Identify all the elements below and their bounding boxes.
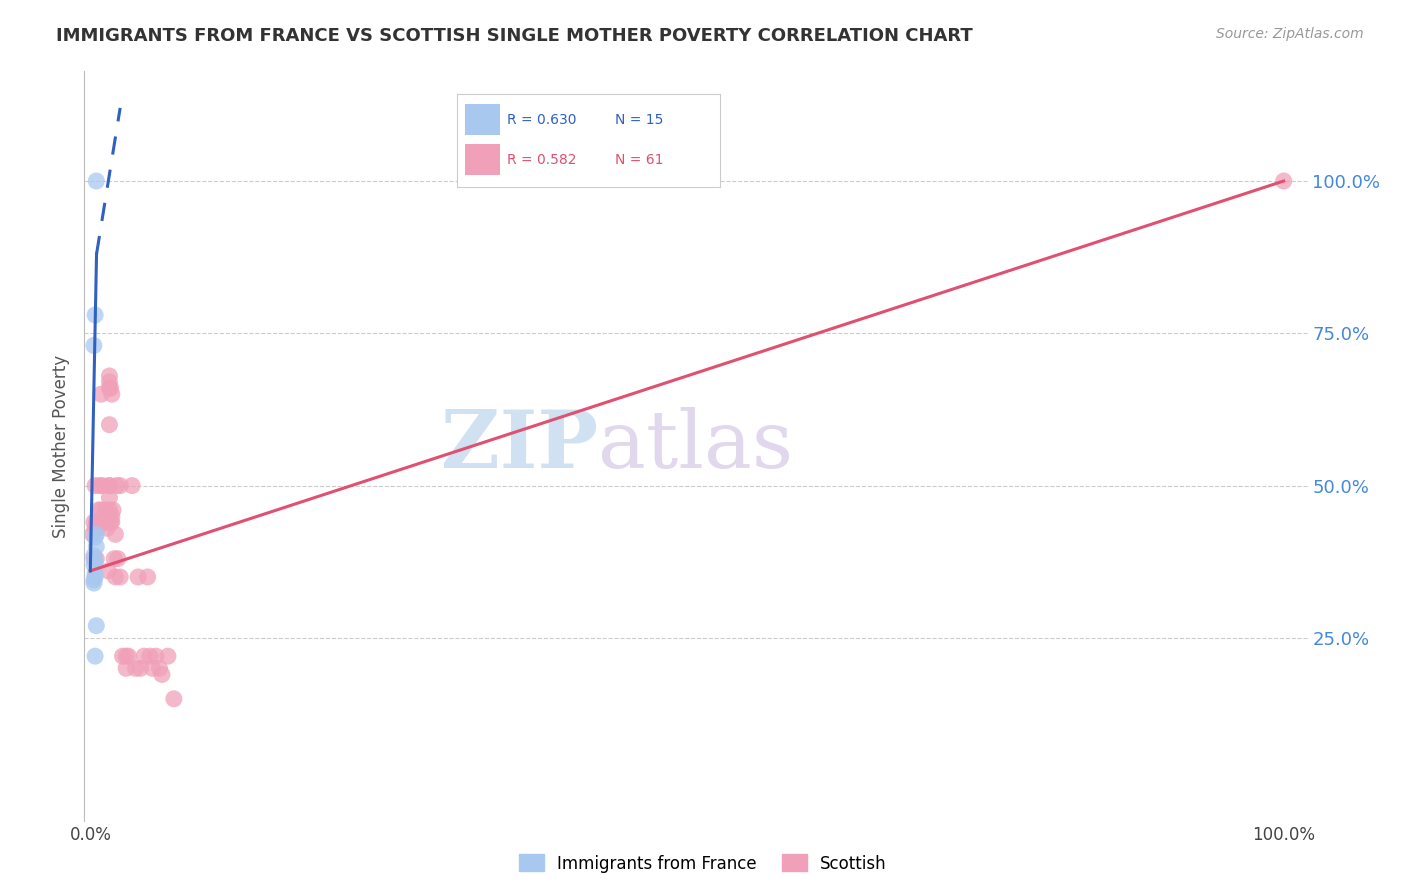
Legend: Immigrants from France, Scottish: Immigrants from France, Scottish xyxy=(512,847,894,880)
Point xyxy=(136,570,159,584)
Point xyxy=(98,417,121,432)
Point xyxy=(83,558,105,572)
Point xyxy=(83,573,105,587)
Point xyxy=(98,381,121,395)
Point xyxy=(84,308,107,322)
Point xyxy=(83,549,105,563)
Point xyxy=(98,503,121,517)
Point xyxy=(84,570,107,584)
Point xyxy=(83,515,105,529)
Point xyxy=(84,551,107,566)
Point xyxy=(93,515,115,529)
Point xyxy=(84,649,107,664)
Point xyxy=(100,515,122,529)
Point xyxy=(145,649,167,664)
Point xyxy=(84,521,107,535)
Y-axis label: Single Mother Poverty: Single Mother Poverty xyxy=(52,354,70,538)
Point xyxy=(98,478,121,492)
Point xyxy=(83,338,105,352)
Point xyxy=(104,570,127,584)
Point xyxy=(163,691,186,706)
Point xyxy=(94,503,117,517)
Point xyxy=(98,491,121,505)
Point xyxy=(101,509,124,524)
Point xyxy=(148,661,170,675)
Point xyxy=(84,566,107,581)
Point xyxy=(84,527,107,541)
Point xyxy=(127,570,149,584)
Point xyxy=(84,478,107,492)
Point xyxy=(84,540,107,554)
Point xyxy=(101,515,124,529)
Point xyxy=(91,478,114,492)
Point xyxy=(97,564,120,578)
Point xyxy=(84,618,107,632)
Point xyxy=(124,661,146,675)
Point xyxy=(101,503,124,517)
Text: IMMIGRANTS FROM FRANCE VS SCOTTISH SINGLE MOTHER POVERTY CORRELATION CHART: IMMIGRANTS FROM FRANCE VS SCOTTISH SINGL… xyxy=(56,27,973,45)
Point xyxy=(1272,174,1295,188)
Point xyxy=(108,478,131,492)
Point xyxy=(107,551,129,566)
Point xyxy=(115,661,138,675)
Point xyxy=(91,515,114,529)
Point xyxy=(93,515,115,529)
Point xyxy=(90,503,112,517)
Point xyxy=(156,649,179,664)
Point xyxy=(98,368,121,383)
Point xyxy=(103,551,125,566)
Point xyxy=(90,387,112,401)
Point xyxy=(121,478,143,492)
Point xyxy=(117,649,139,664)
Point xyxy=(87,503,110,517)
Point xyxy=(97,509,120,524)
Point xyxy=(97,515,120,529)
Point xyxy=(150,667,173,681)
Point xyxy=(89,515,111,529)
Point xyxy=(129,661,152,675)
Point xyxy=(132,649,155,664)
Point xyxy=(98,478,121,492)
Point xyxy=(141,661,163,675)
Point xyxy=(139,649,162,664)
Point xyxy=(89,478,111,492)
Point xyxy=(105,478,128,492)
Point xyxy=(84,530,107,544)
Point xyxy=(104,527,127,541)
Point xyxy=(98,375,121,389)
Point xyxy=(84,515,107,529)
Point xyxy=(115,649,138,664)
Point xyxy=(84,174,107,188)
Text: atlas: atlas xyxy=(598,407,793,485)
Point xyxy=(111,649,134,664)
Point xyxy=(108,570,131,584)
Point xyxy=(100,381,122,395)
Text: ZIP: ZIP xyxy=(441,407,598,485)
Point xyxy=(101,387,124,401)
Point xyxy=(84,555,107,569)
Point xyxy=(86,521,108,535)
Point xyxy=(82,527,104,541)
Point xyxy=(83,551,105,566)
Text: Source: ZipAtlas.com: Source: ZipAtlas.com xyxy=(1216,27,1364,41)
Point xyxy=(83,576,105,591)
Point xyxy=(96,521,118,535)
